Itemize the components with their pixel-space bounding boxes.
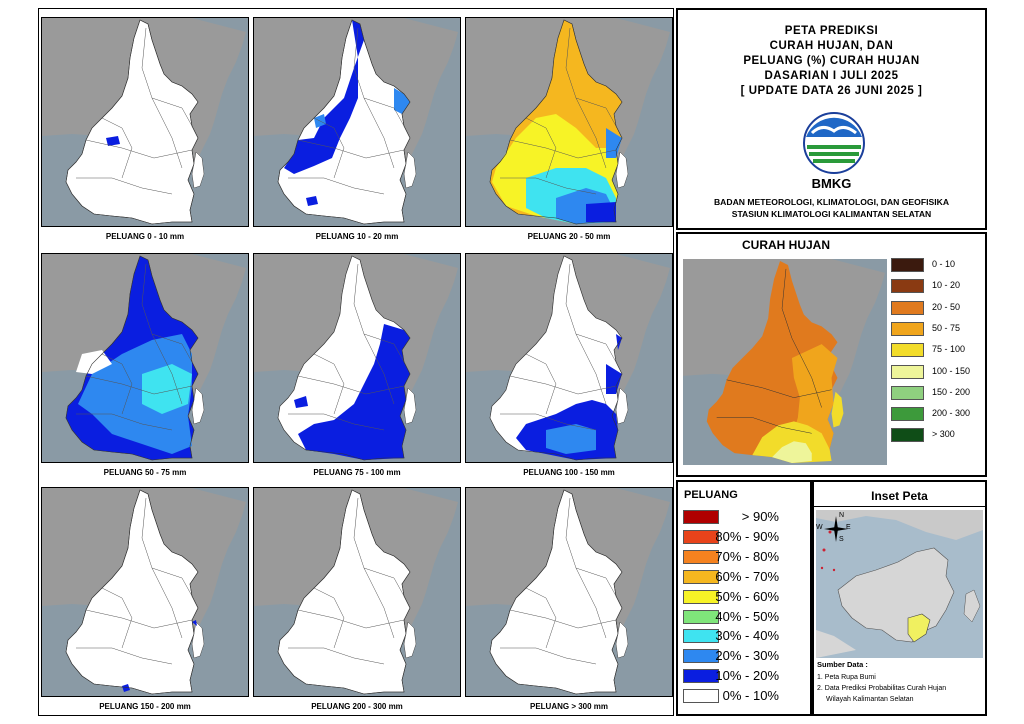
probability-map-caption: PELUANG 10 - 20 mm: [315, 232, 399, 241]
legend-label: 40% - 50%: [715, 608, 779, 624]
compass-icon: [824, 516, 848, 542]
legend-swatch: [683, 529, 719, 544]
legend-swatch: [891, 258, 924, 272]
legend-swatch: [683, 510, 719, 524]
compass-s: S: [839, 536, 844, 543]
probability-map-caption: PELUANG 150 - 200 mm: [99, 702, 191, 711]
legend-label: 30% - 40%: [715, 628, 779, 644]
legend-label: 0% - 10%: [722, 688, 779, 704]
legend-label: 70% - 80%: [715, 548, 779, 564]
title-block: PETA PREDIKSI CURAH HUJAN, DAN PELUANG (…: [676, 8, 987, 230]
org-line-2: STASIUN KLIMATOLOGI KALIMANTAN SELATAN: [731, 209, 932, 219]
legend-swatch: [891, 407, 924, 422]
source-title: Sumber Data :: [817, 660, 868, 669]
legend-swatch: [683, 689, 719, 704]
probability-map-caption: PELUANG > 300 mm: [529, 702, 609, 711]
probability-map: [254, 18, 460, 226]
title-line-4: DASARIAN I JULI 2025: [764, 70, 899, 82]
rainfall-forecast-panel: CURAH HUJAN 0 - 10 10 - 20 20 - 50 50 - 75 7…: [676, 232, 987, 477]
legend-label: 10 - 20: [932, 280, 961, 291]
bmkg-logo: [803, 112, 865, 174]
legend-swatch: [683, 549, 719, 564]
legend-swatch: [683, 589, 719, 604]
rainfall-title: CURAH HUJAN: [741, 238, 830, 252]
legend-label: 200 - 300: [932, 408, 971, 419]
source-line-1: 1. Peta Rupa Bumi: [817, 674, 876, 681]
legend-label: 100 - 150: [932, 365, 971, 376]
rainfall-map: [683, 259, 887, 465]
legend-swatch: [683, 629, 719, 644]
probability-map-panel: PELUANG 75 - 100 mm: [253, 253, 461, 477]
legend-label: 20 - 50: [932, 301, 961, 312]
probability-map-caption: PELUANG 100 - 150 mm: [523, 468, 615, 477]
probability-map-caption: PELUANG 75 - 100 mm: [313, 468, 401, 477]
inset-map: [816, 510, 983, 658]
probability-map: [466, 18, 672, 226]
title-line-1: PETA PREDIKSI: [784, 25, 879, 37]
legend-swatch: [891, 364, 924, 379]
legend-swatch: [891, 279, 924, 294]
title-line-5: [ UPDATE DATA 26 JUNI 2025 ]: [740, 85, 923, 97]
legend-swatch: [683, 609, 719, 624]
title-line-3: PELUANG (%) CURAH HUJAN: [743, 55, 920, 67]
probability-map-panel: PELUANG 0 - 10 mm: [41, 17, 249, 241]
legend-swatch: [891, 385, 924, 400]
inset-title: Inset Peta: [871, 489, 928, 503]
legend-label: 0 - 10: [932, 259, 956, 269]
probability-legend-title: PELUANG: [684, 489, 738, 501]
compass-n: N: [839, 512, 845, 519]
legend-label: > 90%: [741, 509, 779, 524]
probability-map-panel: PELUANG 200 - 300 mm: [253, 487, 461, 711]
probability-map-panel: PELUANG 100 - 150 mm: [465, 253, 673, 477]
probability-map-panel: PELUANG 150 - 200 mm: [41, 487, 249, 711]
probability-map: [42, 488, 248, 696]
legend-label: 60% - 70%: [715, 568, 779, 584]
probability-map: [254, 488, 460, 696]
legend-swatch: [891, 300, 924, 315]
legend-swatch: [891, 343, 924, 358]
probability-map-panel: PELUANG > 300 mm: [465, 487, 673, 711]
legend-label: 10% - 20%: [715, 668, 779, 684]
probability-map-panel: PELUANG 10 - 20 mm: [253, 17, 461, 241]
org-line-1: BADAN METEOROLOGI, KLIMATOLOGI, DAN GEOF…: [713, 197, 950, 207]
probability-legend-panel: PELUANG > 90% 80% - 90% 70% - 80% 60% - 70%…: [676, 480, 812, 716]
probability-map-caption: PELUANG 20 - 50 mm: [527, 232, 611, 241]
probability-map: [254, 254, 460, 462]
legend-swatch: [891, 321, 924, 336]
probability-map-caption: PELUANG 200 - 300 mm: [311, 702, 403, 711]
title-line-2: CURAH HUJAN, DAN: [769, 40, 894, 52]
compass-e: E: [846, 524, 851, 531]
probability-map: [466, 254, 672, 462]
source-line-3: Wilayah Kalimantan Selatan: [826, 696, 914, 703]
inset-map-panel: Inset Peta N E W S Sumber Data : 1. Peta…: [812, 480, 987, 716]
probability-map-panel: PELUANG 20 - 50 mm: [465, 17, 673, 241]
probability-map-caption: PELUANG 0 - 10 mm: [105, 232, 185, 241]
probability-map-caption: PELUANG 50 - 75 mm: [103, 468, 187, 477]
compass-rose: N E W S: [816, 512, 851, 544]
legend-swatch: [683, 669, 719, 684]
legend-swatch: [683, 569, 719, 584]
legend-swatch: [891, 428, 924, 443]
probability-map: [466, 488, 672, 696]
legend-label: 80% - 90%: [715, 528, 779, 544]
legend-label: 50 - 75: [932, 322, 961, 333]
bmkg-logo-text: BMKG: [811, 176, 852, 191]
probability-map-grid: PELUANG 0 - 10 mm PELUANG 10 - 20 mm PELUA…: [38, 8, 674, 716]
legend-label: 50% - 60%: [715, 588, 779, 604]
legend-label: 20% - 30%: [715, 648, 779, 664]
probability-map: [42, 18, 248, 226]
legend-label: 150 - 200: [932, 386, 971, 397]
compass-w: W: [816, 524, 823, 531]
probability-map: [42, 254, 248, 462]
probability-map-panel: PELUANG 50 - 75 mm: [41, 253, 249, 477]
legend-label: 75 - 100: [932, 344, 966, 355]
legend-swatch: [683, 649, 719, 664]
source-line-2: 2. Data Prediksi Probabilitas Curah Huja…: [817, 685, 947, 692]
legend-label: > 300: [932, 429, 955, 440]
